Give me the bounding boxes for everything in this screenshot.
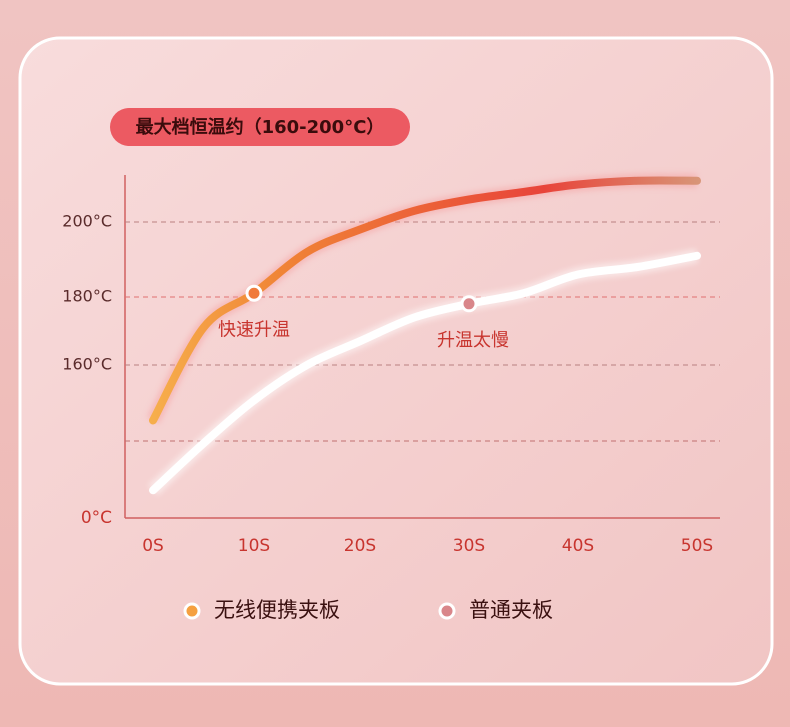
x-tick-label: 0S [142,536,164,556]
title-badge [110,108,410,146]
chart-title: 最大档恒温约（160-200°C） [136,116,385,138]
y-tick-label: 180°C [62,287,112,306]
point-marker [460,295,478,313]
x-tick-label: 20S [344,536,376,556]
line [149,176,701,425]
line [149,251,701,495]
point-marker [245,284,263,302]
y-tick-label: 0°C [81,508,112,528]
y-tick-label: 160°C [62,355,112,374]
y-tick-label: 200°C [62,212,112,231]
x-tick-label: 40S [562,536,594,556]
x-tick-label: 10S [238,536,270,556]
annotation: 升温太慢 [437,330,509,351]
legend-swatch [438,602,456,620]
x-tick-label: 50S [681,536,713,556]
x-tick-label: 30S [453,536,485,556]
legend-label: 无线便携夹板 [214,598,340,622]
legend-label: 普通夹板 [469,598,553,622]
card [18,36,774,686]
legend-swatch [183,602,201,620]
annotation: 快速升温 [218,319,290,340]
